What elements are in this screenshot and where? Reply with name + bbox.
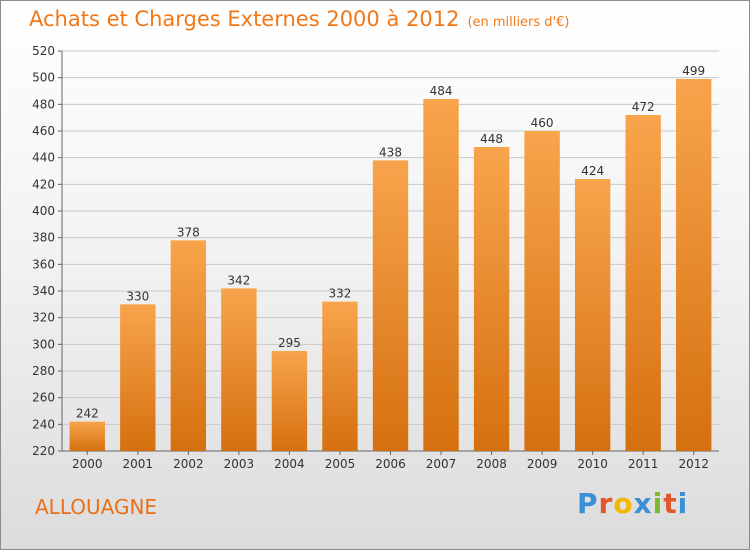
- logo-letter: i: [677, 487, 689, 520]
- y-tick-label: 420: [32, 177, 55, 191]
- x-tick-label: 2002: [173, 457, 204, 471]
- x-tick-label: 2010: [577, 457, 608, 471]
- bar-value-label: 499: [682, 64, 705, 78]
- bar: [120, 304, 156, 451]
- proxiti-logo: Proxiti: [577, 487, 688, 520]
- bar-value-label: 472: [632, 100, 655, 114]
- logo-letter: t: [663, 487, 678, 520]
- bar-value-label: 332: [329, 287, 352, 301]
- x-tick-label: 2001: [123, 457, 154, 471]
- y-tick-label: 380: [32, 231, 55, 245]
- bar-value-label: 378: [177, 225, 200, 239]
- y-tick-label: 460: [32, 124, 55, 138]
- x-tick-label: 2004: [274, 457, 305, 471]
- bar-value-label: 438: [379, 145, 402, 159]
- bar: [524, 131, 560, 451]
- bar: [625, 115, 661, 451]
- bar-value-label: 330: [126, 289, 149, 303]
- y-tick-label: 360: [32, 257, 55, 271]
- axes: 220 240 260 280 300 320 340 360 380 400 420 440 460 4…: [32, 44, 719, 471]
- y-tick-label: 400: [32, 204, 55, 218]
- bar-value-label: 484: [430, 84, 453, 98]
- y-tick-label: 240: [32, 417, 55, 431]
- x-tick-label: 2009: [527, 457, 558, 471]
- x-tick-label: 2012: [678, 457, 709, 471]
- bar-value-label: 460: [531, 116, 554, 130]
- bars: [69, 79, 712, 452]
- x-tick-label: 2006: [375, 457, 406, 471]
- y-tick-label: 320: [32, 311, 55, 325]
- y-tick-label: 300: [32, 337, 55, 351]
- bar: [423, 99, 459, 451]
- bar-value-label: 424: [581, 164, 604, 178]
- logo-letter: r: [598, 487, 614, 520]
- title-unit: (en milliers d'€): [467, 15, 570, 30]
- bar: [170, 240, 207, 451]
- x-tick-label: 2000: [72, 457, 103, 471]
- y-tick-label: 340: [32, 284, 55, 298]
- y-tick-label: 260: [32, 391, 55, 405]
- bar: [473, 147, 510, 451]
- bar-value-label: 242: [76, 407, 99, 421]
- logo-letter: o: [613, 487, 634, 520]
- bar: [271, 351, 308, 451]
- bar-value-label: 295: [278, 336, 301, 350]
- bar: [322, 301, 358, 451]
- x-tick-label: 2003: [224, 457, 255, 471]
- x-tick-label: 2011: [628, 457, 659, 471]
- y-tick-label: 220: [32, 444, 55, 458]
- logo-letter: P: [577, 487, 599, 520]
- chart-title: Achats et Charges Externes 2000 à 2012 (e…: [29, 7, 569, 31]
- x-tick-label: 2008: [476, 457, 507, 471]
- y-tick-label: 280: [32, 364, 55, 378]
- town-name: ALLOUAGNE: [35, 495, 158, 519]
- y-tick-label: 520: [32, 44, 55, 58]
- bar-value-label: 448: [480, 132, 503, 146]
- bar: [372, 160, 409, 452]
- logo-letter: x: [633, 487, 653, 520]
- x-tick-label: 2005: [325, 457, 356, 471]
- data-labels: 242 330 378 342 295 332 438 484 448 460 424 472 499: [76, 64, 705, 421]
- y-tick-label: 440: [32, 151, 55, 165]
- x-tick-label: 2007: [426, 457, 457, 471]
- bar: [221, 288, 257, 451]
- y-tick-label: 480: [32, 97, 55, 111]
- bar: [574, 179, 611, 451]
- bar: [676, 79, 712, 451]
- bar-value-label: 342: [227, 273, 250, 287]
- y-tick-label: 500: [32, 71, 55, 85]
- title-text: Achats et Charges Externes 2000 à 2012: [29, 7, 460, 31]
- logo-letter: i: [652, 487, 664, 520]
- bar: [69, 421, 105, 451]
